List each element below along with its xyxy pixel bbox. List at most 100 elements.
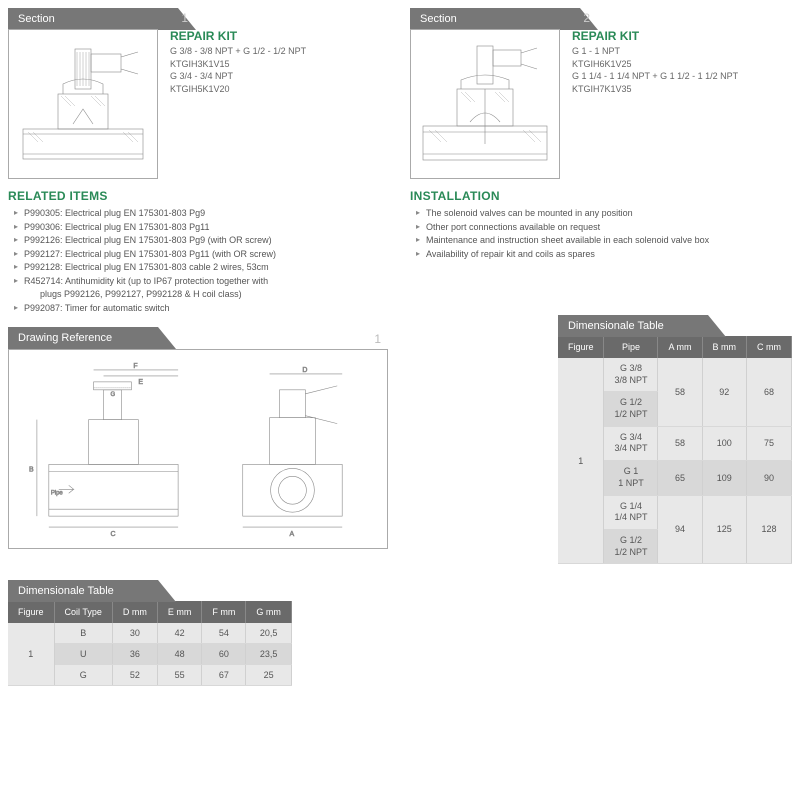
svg-text:B: B [29, 466, 34, 473]
drawing-ref-box: 1 C B F E G Pipe [8, 349, 388, 549]
value-cell: 92 [702, 358, 747, 426]
dim-table-2-label: Dimensionale Table [18, 585, 114, 597]
value-cell: 58 [658, 426, 702, 460]
value-cell: 100 [702, 426, 747, 460]
related-list: P990305: Electrical plug EN 175301-803 P… [8, 207, 390, 315]
s1-line-1: KTGIH3K1V15 [170, 58, 306, 71]
installation-item: The solenoid valves can be mounted in an… [416, 207, 792, 221]
s1-line-0: G 3/8 - 3/8 NPT + G 1/2 - 1/2 NPT [170, 45, 306, 58]
s1-line-3: KTGIH5K1V20 [170, 83, 306, 96]
value-cell: 30 [112, 623, 157, 644]
svg-text:E: E [138, 379, 143, 386]
value-cell: B [54, 623, 112, 644]
table-header: B mm [702, 336, 747, 358]
installation-item: Other port connections available on requ… [416, 221, 792, 235]
related-item: P992127: Electrical plug EN 175301-803 P… [14, 248, 390, 262]
section-1: Section 1 [8, 8, 390, 179]
dim-table-2: FigureCoil TypeD mmE mmF mmG mm1B3042542… [8, 601, 292, 686]
value-cell: 94 [658, 495, 702, 564]
svg-text:C: C [110, 531, 115, 538]
sections-row: Section 1 [8, 8, 792, 179]
table-header: C mm [747, 336, 792, 358]
drawing-ref-num: 1 [374, 332, 381, 346]
figure-cell: 1 [8, 623, 54, 686]
drawing-reference: Drawing Reference 1 C B F E G [8, 315, 388, 549]
section-2-tab: Section 2 [410, 8, 580, 30]
value-cell: 128 [747, 495, 792, 564]
value-cell: 48 [157, 644, 202, 665]
related-item: P992087: Timer for automatic switch [14, 302, 390, 316]
value-cell: 55 [157, 665, 202, 686]
related-item: plugs P992126, P992127, P992128 & H coil… [14, 288, 390, 302]
dim-table-1-tab: Dimensionale Table [558, 315, 708, 337]
table-row: 1G 3/83/8 NPT589268 [558, 358, 792, 392]
value-cell: G [54, 665, 112, 686]
reference-row: Drawing Reference 1 C B F E G [8, 315, 792, 564]
related-item: P990306: Electrical plug EN 175301-803 P… [14, 221, 390, 235]
section-1-drawing [8, 29, 158, 179]
installation-item: Availability of repair kit and coils as … [416, 248, 792, 262]
section-1-tab: Section 1 [8, 8, 178, 30]
svg-text:A: A [289, 531, 294, 538]
pipe-cell: G 3/43/4 NPT [604, 426, 658, 460]
section-1-text: REPAIR KIT G 3/8 - 3/8 NPT + G 1/2 - 1/2… [170, 29, 306, 179]
info-row: RELATED ITEMS P990305: Electrical plug E… [8, 179, 792, 315]
related-item: R452714: Antihumidity kit (up to IP67 pr… [14, 275, 390, 289]
value-cell: 25 [246, 665, 292, 686]
table-header: Figure [8, 601, 54, 623]
value-cell: 90 [747, 461, 792, 495]
value-cell: 67 [202, 665, 246, 686]
related-item: P992126: Electrical plug EN 175301-803 P… [14, 234, 390, 248]
value-cell: 60 [202, 644, 246, 665]
repair-kit-2-title: REPAIR KIT [572, 29, 738, 43]
value-cell: 20,5 [246, 623, 292, 644]
table-header: Pipe [604, 336, 658, 358]
installation-title: INSTALLATION [410, 189, 792, 203]
table-header: D mm [112, 601, 157, 623]
value-cell: 52 [112, 665, 157, 686]
s2-line-2: G 1 1/4 - 1 1/4 NPT + G 1 1/2 - 1 1/2 NP… [572, 70, 738, 83]
table-row: 1B30425420,5 [8, 623, 291, 644]
installation-item: Maintenance and instruction sheet availa… [416, 234, 792, 248]
value-cell: 109 [702, 461, 747, 495]
svg-text:D: D [302, 367, 307, 374]
value-cell: U [54, 644, 112, 665]
installation: INSTALLATION The solenoid valves can be … [410, 179, 792, 315]
dim-table-1: FigurePipeA mmB mmC mm1G 3/83/8 NPT58926… [558, 336, 792, 564]
table-header: Coil Type [54, 601, 112, 623]
repair-kit-1-title: REPAIR KIT [170, 29, 306, 43]
svg-text:G: G [110, 392, 115, 398]
value-cell: 23,5 [246, 644, 292, 665]
drawing-ref-tab: Drawing Reference [8, 327, 158, 349]
s1-line-2: G 3/4 - 3/4 NPT [170, 70, 306, 83]
pipe-cell: G 1/21/2 NPT [604, 392, 658, 426]
svg-text:F: F [133, 363, 137, 370]
related-item: P992128: Electrical plug EN 175301-803 c… [14, 261, 390, 275]
related-title: RELATED ITEMS [8, 189, 390, 203]
related-items: RELATED ITEMS P990305: Electrical plug E… [8, 179, 390, 315]
svg-text:Pipe: Pipe [51, 490, 64, 496]
section-2: Section 2 [410, 8, 792, 179]
table-header: A mm [658, 336, 702, 358]
pipe-cell: G 1/21/2 NPT [604, 529, 658, 563]
section-2-num: 2 [583, 11, 590, 25]
table-header: E mm [157, 601, 202, 623]
value-cell: 75 [747, 426, 792, 460]
pipe-cell: G 11 NPT [604, 461, 658, 495]
value-cell: 54 [202, 623, 246, 644]
installation-list: The solenoid valves can be mounted in an… [410, 207, 792, 261]
value-cell: 58 [658, 358, 702, 426]
figure-cell: 1 [558, 358, 604, 564]
dim-table-2-wrap: Dimensionale Table FigureCoil TypeD mmE … [8, 580, 792, 686]
drawing-ref-label: Drawing Reference [18, 332, 112, 344]
dim-table-1-label: Dimensionale Table [568, 320, 664, 332]
section-2-drawing [410, 29, 560, 179]
section-2-text: REPAIR KIT G 1 - 1 NPT KTGIH6K1V25 G 1 1… [572, 29, 738, 179]
section-1-tab-label: Section [18, 13, 55, 25]
value-cell: 125 [702, 495, 747, 564]
value-cell: 36 [112, 644, 157, 665]
pipe-cell: G 3/83/8 NPT [604, 358, 658, 392]
value-cell: 68 [747, 358, 792, 426]
pipe-cell: G 1/41/4 NPT [604, 495, 658, 529]
value-cell: 65 [658, 461, 702, 495]
